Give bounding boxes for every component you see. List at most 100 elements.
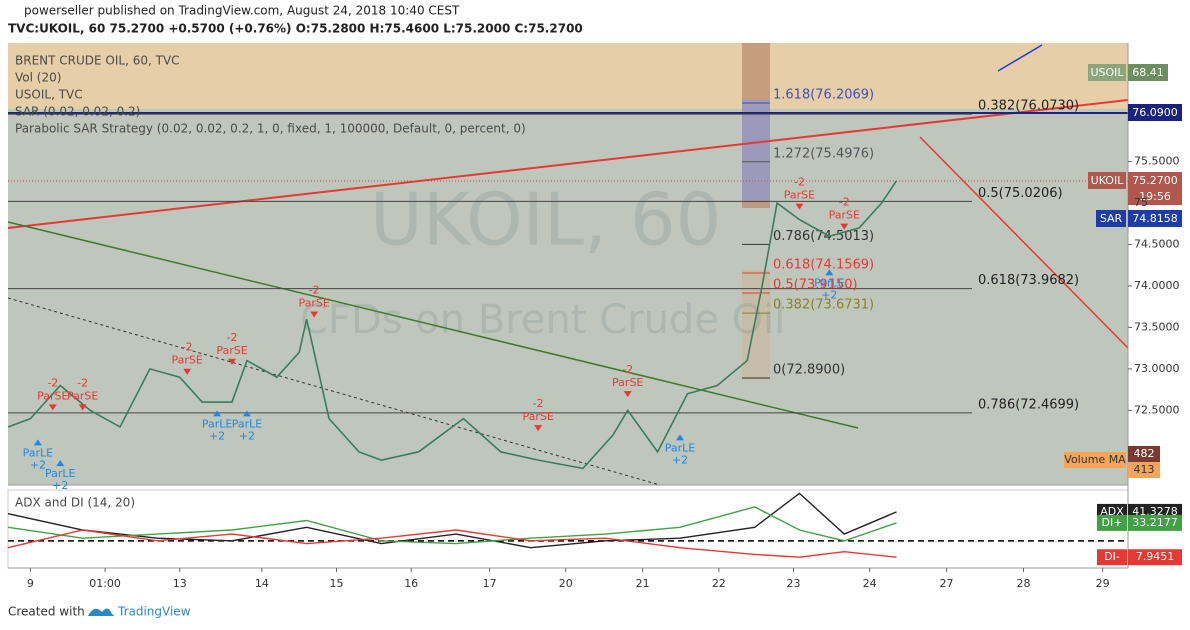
signal-arrow xyxy=(48,404,57,411)
indicator-value: 7.9451 xyxy=(1136,550,1175,563)
indicator-value: 41.3278 xyxy=(1132,505,1178,518)
signal-label: ParSE xyxy=(216,344,247,357)
badge-timer: 19:56 xyxy=(1139,190,1171,203)
signal-arrow xyxy=(623,391,632,398)
badge-sar-name: SAR xyxy=(1100,212,1123,225)
badge-vma: 482 xyxy=(1134,447,1155,460)
x-tick-label: 27 xyxy=(940,577,954,590)
signal-label: ParSE xyxy=(829,209,860,222)
signal-arrow xyxy=(183,368,192,375)
signal-arrow xyxy=(78,404,87,411)
legend-main: BRENT CRUDE OIL, 60, TVC xyxy=(15,54,180,68)
x-tick-label: 24 xyxy=(863,577,877,590)
x-tick-label: 16 xyxy=(404,577,418,590)
fib-label: 0.5(75.0206) xyxy=(978,186,1063,201)
fib-label: 0.618(73.9682) xyxy=(978,273,1079,288)
trendline-green xyxy=(7,221,859,429)
trendline-red-2 xyxy=(919,136,1129,349)
fib-label: 1.272(75.4976) xyxy=(773,146,874,161)
fib-label: 0.786(74.5013) xyxy=(773,229,874,244)
signal-arrow xyxy=(795,203,804,210)
fib-label: 0.5(73.9150) xyxy=(773,278,858,293)
badge-vma-bg xyxy=(1128,446,1160,462)
signal-qty: -2 xyxy=(533,397,544,410)
legend-strategy: Parabolic SAR Strategy (0.02, 0.02, 0.2,… xyxy=(15,122,526,136)
legend-sar: SAR (0.02, 0.02, 0.2) xyxy=(15,105,140,119)
fib-label: 1.618(76.2069) xyxy=(773,87,874,102)
signal-label: ParSE xyxy=(37,389,68,402)
price-line xyxy=(7,180,898,470)
signal-label: ParSE xyxy=(67,389,98,402)
upper-zone xyxy=(8,43,1128,109)
x-tick-label: 20 xyxy=(559,577,573,590)
x-tick-label: 01:00 xyxy=(89,577,121,590)
y-tick-label: 75.5000 xyxy=(1134,155,1180,168)
signal-qty: +2 xyxy=(239,429,255,442)
badge-ukoil-name: UKOIL xyxy=(1091,174,1125,187)
fib-label: 0.786(72.4699) xyxy=(978,397,1079,412)
y-tick-label: 73.5000 xyxy=(1134,320,1180,333)
x-tick-label: 15 xyxy=(330,577,344,590)
badge-vma-name-bg xyxy=(1064,452,1126,468)
signal-label: ParSE xyxy=(522,410,553,423)
signal-qty: +2 xyxy=(52,479,68,492)
badge-ukoil: 75.2700 xyxy=(1132,174,1178,187)
badge-vol: 413 xyxy=(1134,463,1155,476)
plot-bg xyxy=(8,43,1128,485)
badge-level-bg xyxy=(1128,104,1182,121)
signal-arrow xyxy=(56,460,65,467)
footer-brand[interactable]: TradingView xyxy=(117,605,191,619)
indicator-name-bg xyxy=(1097,514,1127,531)
signal-label: ParLE xyxy=(45,467,76,480)
badge-usoil-bg xyxy=(1128,64,1168,81)
signal-qty: -2 xyxy=(77,376,88,389)
badge-ukoil-bg xyxy=(1128,172,1182,189)
signal-qty: -2 xyxy=(47,376,58,389)
badge-timer-bg xyxy=(1128,189,1182,205)
indicator-title: ADX and DI (14, 20) xyxy=(15,496,135,510)
trendline-red xyxy=(7,99,1129,229)
y-tick-label: 75 xyxy=(1134,196,1148,209)
signal-qty: -2 xyxy=(182,341,193,354)
indicator-value: 33.2177 xyxy=(1132,516,1178,529)
signal-qty: -2 xyxy=(794,176,805,189)
signal-qty: +2 xyxy=(30,458,46,471)
fib-label: 0.382(73.6731) xyxy=(773,298,874,313)
x-tick-label: 28 xyxy=(1016,577,1030,590)
indicator-name: DI+ xyxy=(1102,516,1123,529)
y-tick-label: 74.0000 xyxy=(1134,279,1180,292)
indicator-name-bg xyxy=(1097,549,1127,566)
indicator-value-bg xyxy=(1128,514,1182,531)
signal-label: ParSE xyxy=(298,296,329,309)
indicator-line xyxy=(7,506,897,545)
signal-arrow xyxy=(242,410,251,417)
signal-label: ParSE xyxy=(612,376,643,389)
watermark: UKOIL, 60 xyxy=(370,178,721,262)
signal-qty: -2 xyxy=(622,363,633,376)
signal-arrow xyxy=(310,311,319,318)
signal-arrow xyxy=(676,434,684,441)
badge-vma-name: Volume MA xyxy=(1064,453,1126,466)
fib-label: 0(72.8900) xyxy=(773,363,845,378)
signal-arrow xyxy=(840,223,849,230)
signal-arrow xyxy=(825,269,834,276)
signal-label: ParLE xyxy=(814,276,845,289)
publisher: powerseller published on TradingView.com… xyxy=(24,4,460,18)
signal-qty: -2 xyxy=(839,196,850,209)
y-tick-label: 73.0000 xyxy=(1134,362,1180,375)
fib-box-blue xyxy=(742,100,770,200)
x-tick-label: 17 xyxy=(483,577,497,590)
signal-label: ParLE xyxy=(202,417,233,430)
footer-created: Created with xyxy=(8,605,85,619)
signal-arrow xyxy=(228,358,236,365)
signal-qty: -2 xyxy=(227,331,238,344)
signal-qty: +2 xyxy=(672,453,688,466)
indicator-pane xyxy=(7,489,1129,569)
ticker: TVC:UKOIL, 60 75.2700 +0.5700 (+0.76%) O… xyxy=(8,22,583,36)
signal-label: ParSE xyxy=(172,354,203,367)
badge-sar: 74.8158 xyxy=(1132,212,1178,225)
indicator-name: ADX xyxy=(1100,505,1124,518)
badge-vol-bg xyxy=(1128,462,1160,478)
trendline-dashed xyxy=(7,297,661,486)
